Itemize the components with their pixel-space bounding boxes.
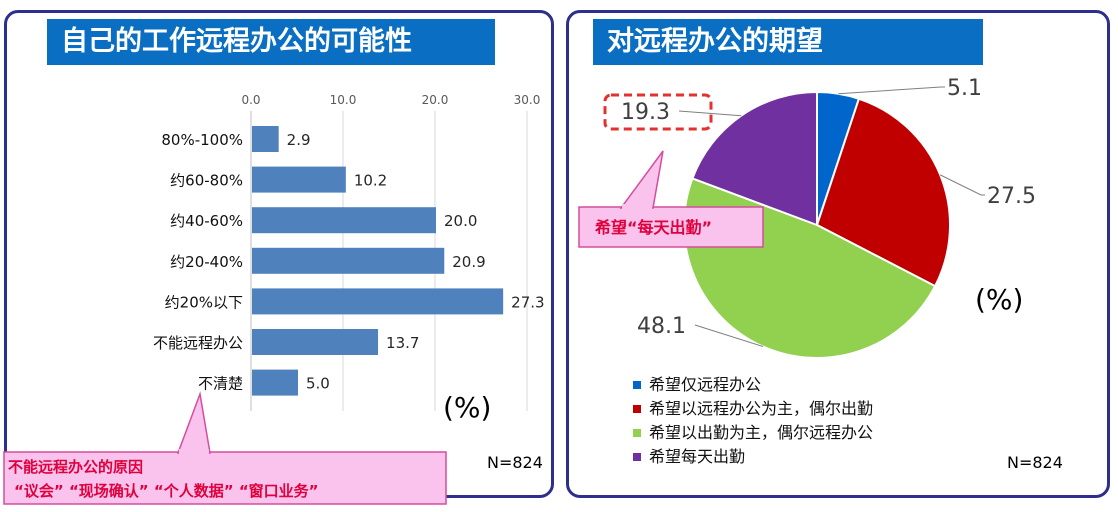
right-callout-text: 希望“每天出勤” [595, 218, 712, 237]
pie-chart-value-labels: 5.1 27.5 48.1 19.3 [621, 76, 1036, 339]
bar-value-label: 20.0 [444, 212, 477, 230]
leader-line [694, 324, 764, 348]
pie-slice [815, 97, 951, 288]
bar-value-label: 13.7 [386, 334, 419, 352]
x-tick-label: 20.0 [422, 93, 449, 107]
bar [252, 166, 346, 193]
bar-chart-value-labels: 2.9 10.2 20.0 20.9 27.3 13.7 5.0 [287, 131, 545, 393]
bar-chart-category-labels: 80%-100% 约60-80% 约40-60% 约20-40% 约20%以下不能远程办… [153, 131, 243, 393]
right-callout-joint [622, 204, 652, 210]
pie-value-label: 48.1 [637, 314, 686, 339]
right-chart-title: 对远程办公的期望 [593, 19, 983, 65]
category-label: 约60-80% [170, 172, 243, 190]
pie-chart-legend: 希望仅远程办公希望以远程办公为主，偶尔出勤希望以出勤为主，偶尔远程办公希望每天出… [633, 375, 873, 466]
pie-value-label: 5.1 [947, 76, 982, 101]
bar-value-label: 20.9 [452, 253, 485, 271]
bar [252, 126, 279, 152]
bar [252, 288, 504, 315]
bar-chart-bars [252, 126, 504, 396]
bar-value-label: 2.9 [287, 131, 311, 149]
pie-value-label: 19.3 [621, 100, 670, 125]
right-chart-panel: 对远程办公的期望 5.1 27.5 48.1 19.3 希望“每天出勤” (%) 希望… [566, 10, 1110, 498]
legend-label: 希望以出勤为主，偶尔远程办公 [649, 423, 873, 442]
category-label: 约20%以下 [165, 293, 243, 311]
bar [252, 207, 436, 234]
leader-line [838, 86, 945, 95]
pie-chart-n-label: N=824 [1007, 453, 1063, 472]
bar [252, 329, 379, 355]
pie-value-label: 27.5 [987, 184, 1036, 209]
pie-slice [691, 90, 818, 227]
leader-line [678, 110, 742, 117]
legend-swatch [633, 405, 641, 413]
category-label: 约20-40% [170, 253, 243, 271]
bar-value-label: 10.2 [354, 172, 387, 190]
bar-value-label: 27.3 [511, 293, 544, 311]
bar-chart-unit: (%) [443, 391, 491, 424]
legend-swatch [633, 381, 641, 389]
leader-line [939, 174, 985, 196]
legend-swatch [633, 453, 641, 461]
right-callout-box [578, 206, 764, 248]
left-chart-panel: 自己的工作远程办公的可能性 0.0 10.0 20.0 30.0 80%-100% 约6… [4, 10, 554, 498]
category-label: 不能远程办公 [153, 334, 243, 352]
x-tick-label: 30.0 [514, 93, 541, 107]
category-label: 约40-60% [170, 212, 243, 230]
x-tick-label: 0.0 [241, 93, 260, 107]
highlight-dashed-box [603, 93, 713, 131]
x-tick-label: 10.0 [330, 93, 357, 107]
left-chart-title: 自己的工作远程办公的可能性 [47, 19, 495, 65]
bar [252, 369, 298, 396]
category-label: 80%-100% [161, 131, 243, 149]
pie-chart: 5.1 27.5 48.1 19.3 希望“每天出勤” (%) 希望仅远程办公希望以远… [578, 76, 1063, 472]
pie-chart-leader-lines [678, 86, 985, 348]
legend-label: 希望每天出勤 [649, 447, 745, 466]
legend-label: 希望仅远程办公 [649, 375, 761, 394]
bar-chart-tick-labels: 0.0 10.0 20.0 30.0 [241, 93, 540, 107]
category-label: 不清楚 [198, 375, 243, 393]
pie-chart-unit: (%) [975, 283, 1023, 316]
legend-swatch [633, 429, 641, 437]
bar [252, 247, 445, 274]
right-callout-pointer [619, 150, 664, 209]
bar-chart-n-label: N=824 [487, 453, 543, 472]
bar-chart: 0.0 10.0 20.0 30.0 80%-100% 约60-80% 约40-60% 约2… [153, 93, 545, 472]
bar-value-label: 5.0 [306, 375, 330, 393]
legend-label: 希望以远程办公为主，偶尔出勤 [649, 399, 873, 418]
